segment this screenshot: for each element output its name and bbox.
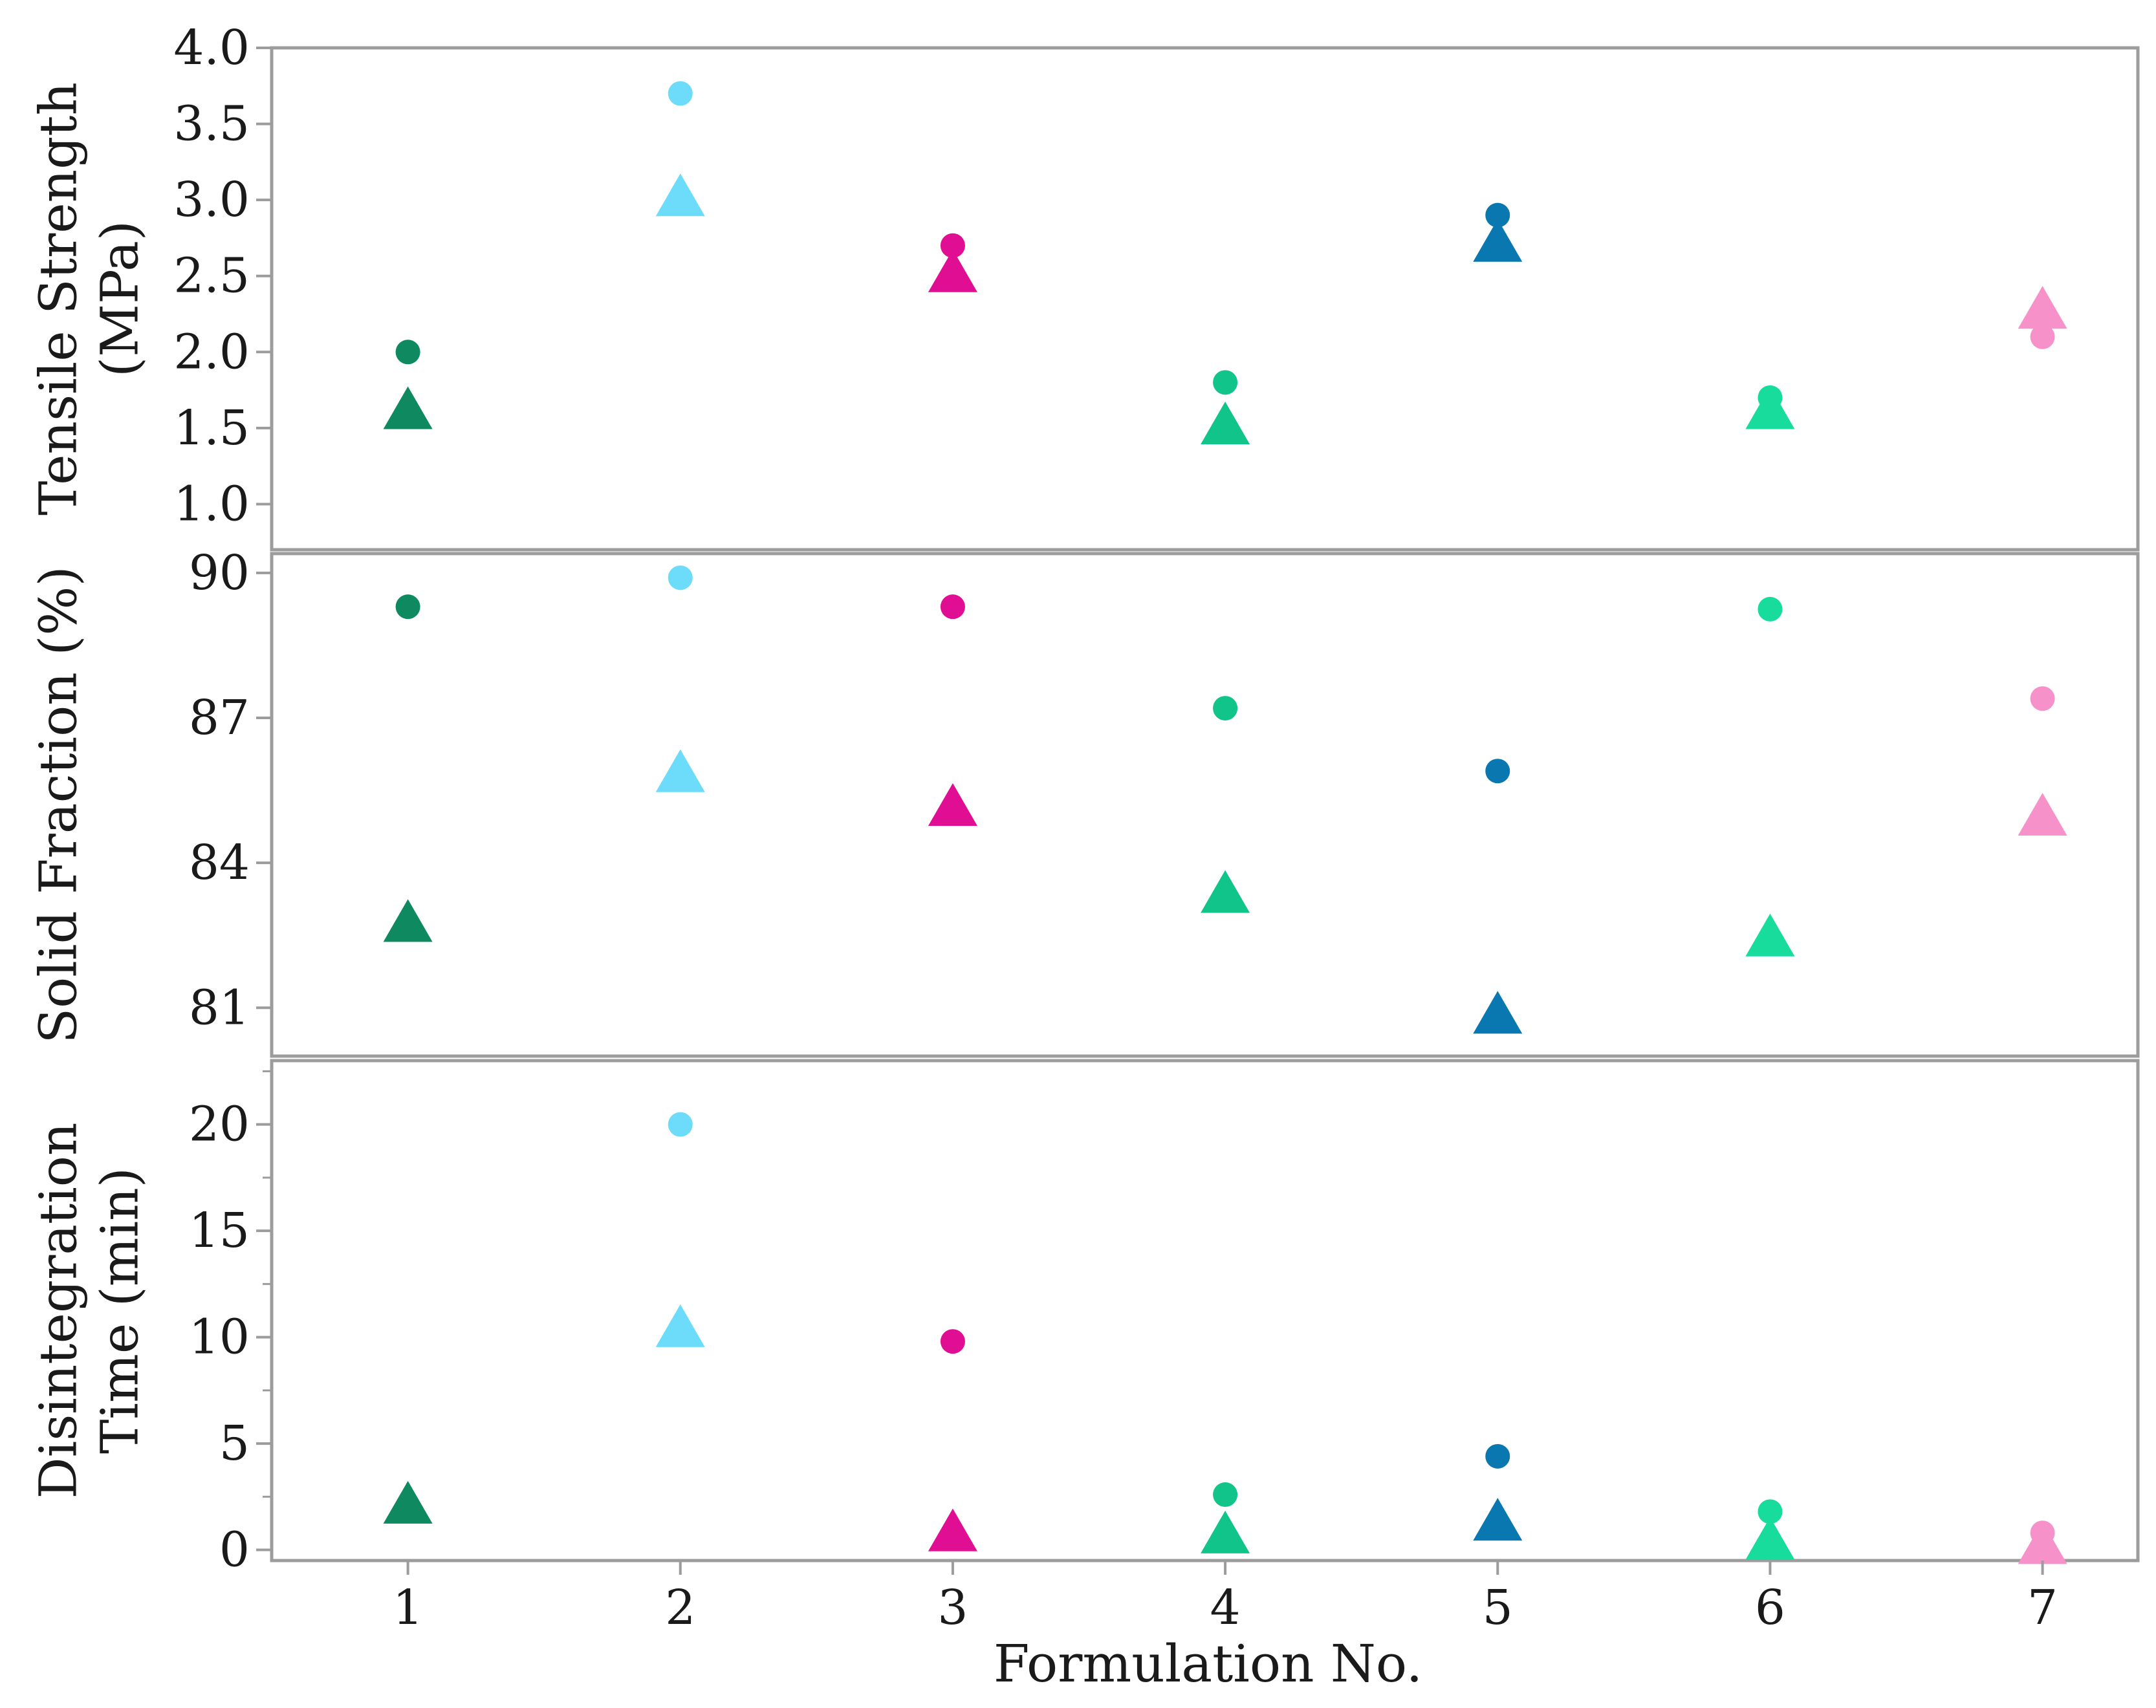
y-tick-label: 3.5 [173,96,250,152]
x-tick-label: 2 [665,1580,695,1636]
triangle-point-f1 [383,1480,433,1524]
triangle-point-f5 [1473,1498,1523,1541]
panel-frame [270,46,2140,552]
x-tick-label: 1 [393,1580,423,1636]
triangle-point-f3 [928,783,977,827]
triangle-point-f3 [928,1508,977,1551]
y-tick-label: 87 [189,690,250,746]
circle-point-f6 [1758,1499,1783,1524]
triangle-point-f2 [655,1304,705,1347]
circle-point-f2 [668,81,693,106]
triangle-point-f1 [383,386,433,429]
x-tick-label: 6 [1755,1580,1785,1636]
circle-point-f4 [1213,696,1238,721]
circle-point-f7 [2030,324,2055,349]
y-tick-label: 84 [189,835,250,891]
y-axis-label-line: Solid Fraction (%) [28,566,89,1043]
y-axis-label-line: Tensile Strength [28,82,89,515]
circle-point-f3 [940,233,965,258]
y-axis-label-line: (MPa) [90,221,150,377]
y-tick-label: 20 [189,1097,250,1152]
y-tick-label: 3.0 [173,172,250,228]
circle-point-f5 [1485,759,1510,784]
y-tick-label: 4.0 [173,20,250,76]
circle-point-f2 [668,565,693,590]
x-tick-label: 7 [2027,1580,2058,1636]
y-tick-label: 2.5 [173,248,250,304]
y-tick-label: 81 [189,980,250,1035]
triangle-point-f1 [383,899,433,942]
triangle-point-f2 [655,749,705,792]
y-axis-ticks: 1.0 1.5 2.0 2.5 3.0 3.5 4.0 [173,20,272,532]
triangle-point-f7 [2018,792,2067,836]
x-axis-ticks: 1 2 3 4 5 6 7 [393,1561,2058,1636]
x-tick-label: 3 [937,1580,968,1636]
circle-point-f4 [1213,1482,1238,1508]
panel-disintegration-time: 0 5 10 15 20 Disintegration Time (min) [28,1059,2140,1578]
circle-point-f5 [1485,1443,1510,1469]
y-axis-ticks: 0 5 10 15 20 [189,1070,272,1578]
circle-point-f3 [940,1329,965,1354]
triangle-point-f2 [655,173,705,217]
circle-point-f5 [1485,202,1510,228]
y-tick-label: 1.5 [173,400,250,456]
y-tick-label: 1.0 [173,476,250,532]
x-tick-label: 4 [1210,1580,1241,1636]
panel-frame [270,552,2140,1058]
circle-point-f3 [940,594,965,620]
y-axis-label: Tensile Strength (MPa) [28,82,150,515]
y-axis-ticks: 81 84 87 90 [189,545,272,1035]
triangle-point-f6 [1745,913,1795,957]
y-axis-label-line: Disintegration [28,1123,89,1499]
y-tick-label: 5 [219,1416,250,1471]
triangle-point-f5 [1473,991,1523,1034]
y-axis-label: Disintegration Time (min) [28,1123,150,1499]
triangle-point-f7 [2018,286,2067,329]
panel-tensile-strength: 1.0 1.5 2.0 2.5 3.0 3.5 4.0 Tensile Strength (… [28,20,2140,552]
panel-solid-fraction: 81 84 87 90 Solid Fraction (%) [28,545,2140,1058]
circle-point-f7 [2030,686,2055,711]
y-tick-label: 0 [219,1522,250,1578]
triangle-point-f4 [1201,870,1250,913]
circle-point-f1 [395,340,420,365]
y-axis-label: Solid Fraction (%) [28,566,89,1043]
triangle-point-f5 [1473,219,1523,262]
y-axis-label-line: Time (min) [90,1167,150,1454]
x-axis-title: Formulation No. [994,1634,1422,1694]
triangle-point-f4 [1201,401,1250,444]
y-tick-label: 90 [189,545,250,601]
x-axis: 1 2 3 4 5 6 7 Formulation No. [393,1561,2058,1694]
circle-point-f1 [395,594,420,620]
circle-point-f4 [1213,370,1238,395]
triangle-point-f4 [1201,1510,1250,1553]
triangle-point-f6 [1745,386,1795,429]
y-tick-label: 15 [189,1203,250,1259]
data-points [383,81,2067,444]
data-points [383,1112,2067,1564]
panel-frame [270,1059,2140,1562]
triangle-point-f3 [928,249,977,292]
y-tick-label: 2.0 [173,324,250,380]
triangle-point-f7 [2018,1521,2067,1564]
y-tick-label: 10 [189,1310,250,1365]
circle-point-f2 [668,1112,693,1137]
x-tick-label: 5 [1483,1580,1513,1636]
triangle-point-f6 [1745,1517,1795,1560]
circle-point-f6 [1758,596,1783,622]
data-points [383,565,2067,1034]
